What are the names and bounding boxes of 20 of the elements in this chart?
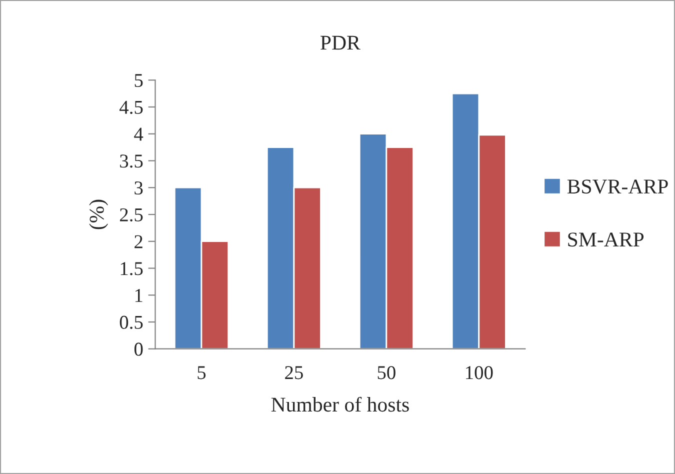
y-tick-label: 1 — [135, 289, 142, 302]
x-tick-label: 25 — [285, 366, 303, 380]
x-tick-label: 5 — [198, 366, 206, 380]
y-tick-label: 1.5 — [120, 262, 143, 276]
y-tick-label: 2 — [134, 235, 142, 248]
legend-label: SM-ARP — [568, 232, 644, 247]
legend-label: BSVR-ARP — [567, 180, 668, 194]
y-tick-label: 4.5 — [120, 100, 143, 114]
x-tick-label: 100 — [466, 366, 493, 380]
x-tick-label: 50 — [378, 366, 396, 380]
y-tick-label: 3 — [134, 181, 143, 195]
y-tick-label: 2.5 — [120, 208, 143, 222]
y-tick-label: 3.5 — [120, 154, 143, 168]
y-axis-title: (%) — [89, 200, 108, 230]
y-tick-label: 4 — [134, 128, 144, 141]
x-axis-title: Number of hosts — [271, 396, 409, 412]
y-tick-label: 0 — [134, 342, 143, 356]
chart-title: PDR — [320, 36, 360, 50]
y-tick-label: 5 — [134, 74, 143, 88]
y-tick-label: 0.5 — [120, 316, 143, 330]
